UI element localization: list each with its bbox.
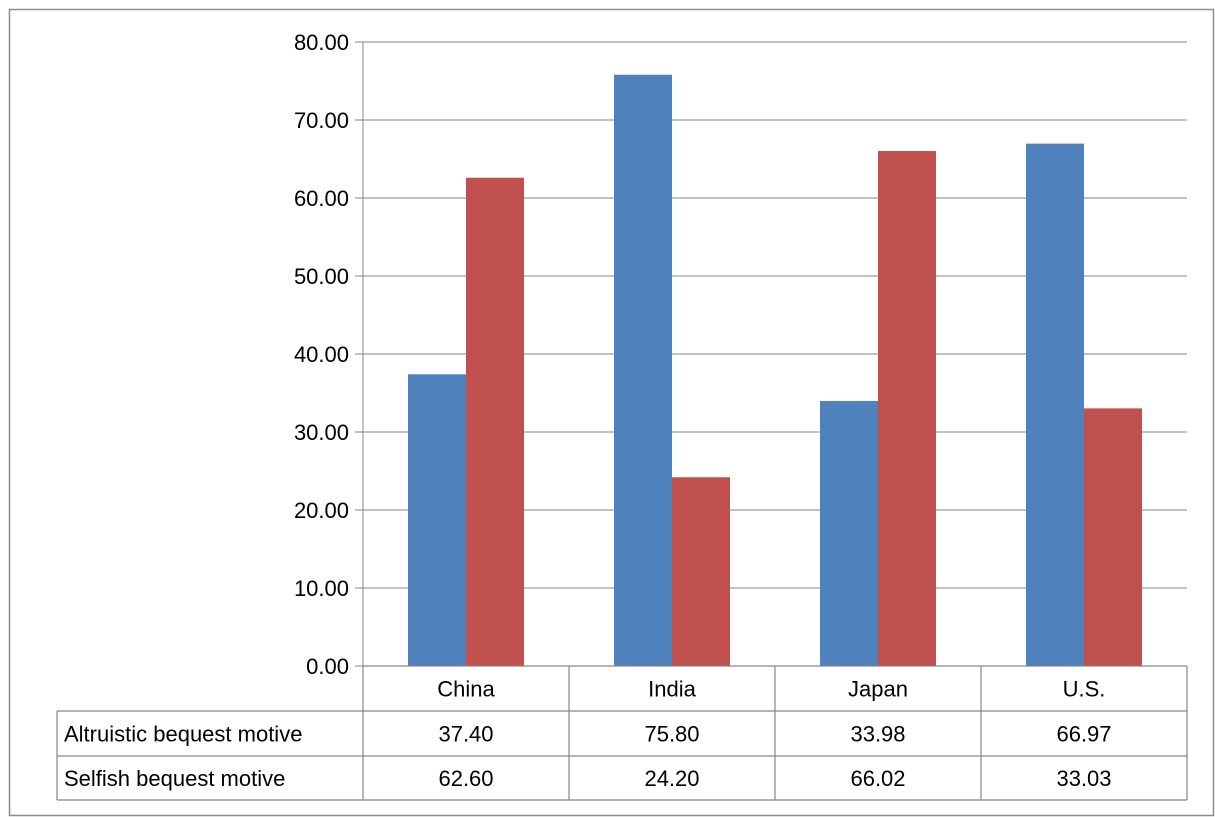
y-tick-label: 50.00	[294, 264, 349, 289]
y-tick-label: 30.00	[294, 420, 349, 445]
table-row-label: Selfish bequest motive	[64, 766, 285, 791]
bar-altruistic-india	[614, 74, 672, 666]
y-tick-label: 80.00	[294, 30, 349, 55]
bar-altruistic-china	[408, 374, 466, 666]
axes: 0.00 10.00 20.00 30.00 40.00 50.00 60.00 70.00 8…	[294, 30, 364, 679]
table-cell-value: 37.40	[438, 722, 493, 747]
y-tick-label: 40.00	[294, 342, 349, 367]
bar-selfish-japan	[878, 151, 936, 666]
y-tick-label: 10.00	[294, 576, 349, 601]
x-category-label: India	[648, 677, 696, 702]
chart-frame	[8, 8, 1215, 817]
data-table: China India Japan U.S. Altruistic bequest mo…	[56, 665, 1188, 801]
bar-selfish-india	[672, 477, 730, 666]
x-category-label: Japan	[848, 677, 908, 702]
y-tick-label: 70.00	[294, 108, 349, 133]
table-cell-value: 66.97	[1056, 722, 1111, 747]
x-category-label: U.S.	[1063, 677, 1106, 702]
table-cell-value: 33.03	[1056, 766, 1111, 791]
x-category-label: China	[437, 677, 495, 702]
bar-altruistic-japan	[820, 400, 878, 666]
bar-altruistic-us	[1026, 143, 1084, 666]
table-cell-value: 62.60	[438, 766, 493, 791]
table-cell-value: 33.98	[850, 722, 905, 747]
bar-selfish-china	[466, 177, 524, 666]
table-cell-value: 66.02	[850, 766, 905, 791]
table-cell-value: 75.80	[644, 722, 699, 747]
table-cell-value: 24.20	[644, 766, 699, 791]
table-row-label: Altruistic bequest motive	[64, 722, 302, 747]
bars	[408, 74, 1142, 666]
y-tick-label: 0.00	[306, 654, 349, 679]
bar-selfish-us	[1084, 408, 1142, 666]
y-tick-label: 20.00	[294, 498, 349, 523]
y-tick-label: 60.00	[294, 186, 349, 211]
